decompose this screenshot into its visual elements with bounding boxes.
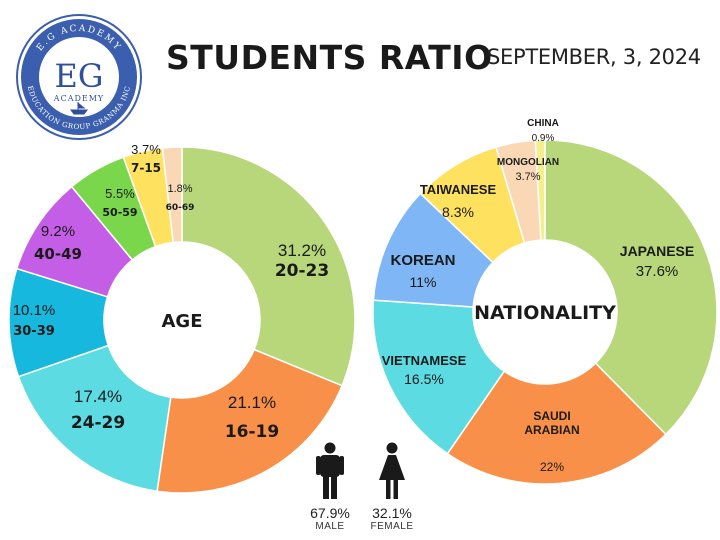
- category-label-saudi-arabian: SAUDI: [533, 409, 570, 423]
- donut-center-label-age: AGE: [161, 311, 202, 332]
- male-label: MALE: [315, 521, 345, 532]
- donut-slice-nationality-vietnamese: [372, 299, 506, 455]
- value-label-mongolian: 3.7%: [515, 171, 540, 183]
- value-label-age-20-23: 31.2%: [278, 241, 326, 260]
- value-label-age-50-59: 5.5%: [105, 186, 135, 201]
- value-label-age-40-49: 9.2%: [41, 223, 75, 240]
- category-label-age-7-15: 7-15: [131, 161, 161, 175]
- male-person-icon: [316, 442, 344, 499]
- gender-male: 67.9% MALE: [298, 442, 362, 532]
- value-label-age-7-15: 3.7%: [131, 142, 161, 157]
- donut-slice-nationality-japanese: [544, 139, 718, 436]
- value-label-vietnamese: 16.5%: [404, 371, 444, 387]
- category-label-age-30-39: 30-39: [13, 324, 55, 339]
- gender-female: 32.1% FEMALE: [360, 442, 424, 532]
- logo-monogram: EG: [55, 57, 104, 95]
- value-label-japanese: 37.6%: [636, 263, 679, 280]
- category-label-age-16-19: 16-19: [225, 422, 279, 442]
- category-label-age-60-69: 60-69: [166, 203, 195, 213]
- category-label-age-20-23: 20-23: [275, 261, 329, 281]
- donut-slice-age-24-29: [17, 344, 172, 493]
- donut-slice-nationality-china: [534, 139, 546, 241]
- category-label-taiwanese: TAIWANESE: [420, 182, 497, 197]
- category-label-korean: KOREAN: [390, 252, 455, 269]
- donut-slice-age-60-69: [161, 146, 183, 244]
- report-date: SEPTEMBER, 3, 2024: [487, 45, 701, 69]
- category-label-japanese: JAPANESE: [620, 243, 694, 259]
- donut-slice-age-20-23: [181, 146, 356, 387]
- male-percentage: 67.9%: [310, 505, 350, 521]
- donut-center-label-nationality: NATIONALITY: [474, 302, 616, 324]
- value-label-age-16-19: 21.1%: [228, 393, 276, 412]
- category-label-age-40-49: 40-49: [34, 245, 82, 263]
- category-label-china: CHINA: [527, 118, 559, 129]
- value-label-china: 0.9%: [532, 133, 555, 144]
- category-label-age-50-59: 50-59: [102, 206, 137, 219]
- value-label-korean: 11%: [410, 274, 437, 290]
- value-label-age-24-29: 17.4%: [74, 387, 122, 406]
- value-label-age-30-39: 10.1%: [13, 302, 56, 319]
- female-person-icon: [379, 442, 405, 499]
- eg-academy-logo: E.G ACADEMY EDUCATION GROUP GRANMA INC E…: [16, 14, 142, 140]
- value-label-age-60-69: 1.8%: [167, 183, 192, 195]
- value-label-taiwanese: 8.3%: [442, 204, 474, 220]
- value-label-saudi-arabian: 22%: [540, 460, 564, 474]
- female-label: FEMALE: [370, 521, 414, 532]
- category-label-saudi-arabian: ARABIAN: [524, 423, 579, 437]
- donut-slice-nationality-saudi-arabian: [446, 362, 667, 485]
- category-label-vietnamese: VIETNAMESE: [382, 353, 467, 368]
- category-label-age-24-29: 24-29: [71, 413, 125, 433]
- page-title: STUDENTS RATIO: [166, 38, 493, 77]
- logo-subtitle: ACADEMY: [53, 94, 104, 103]
- category-label-mongolian: MONGOLIAN: [497, 157, 559, 168]
- female-percentage: 32.1%: [372, 505, 412, 521]
- ship-icon: [70, 102, 88, 115]
- donut-slice-age-16-19: [156, 348, 344, 494]
